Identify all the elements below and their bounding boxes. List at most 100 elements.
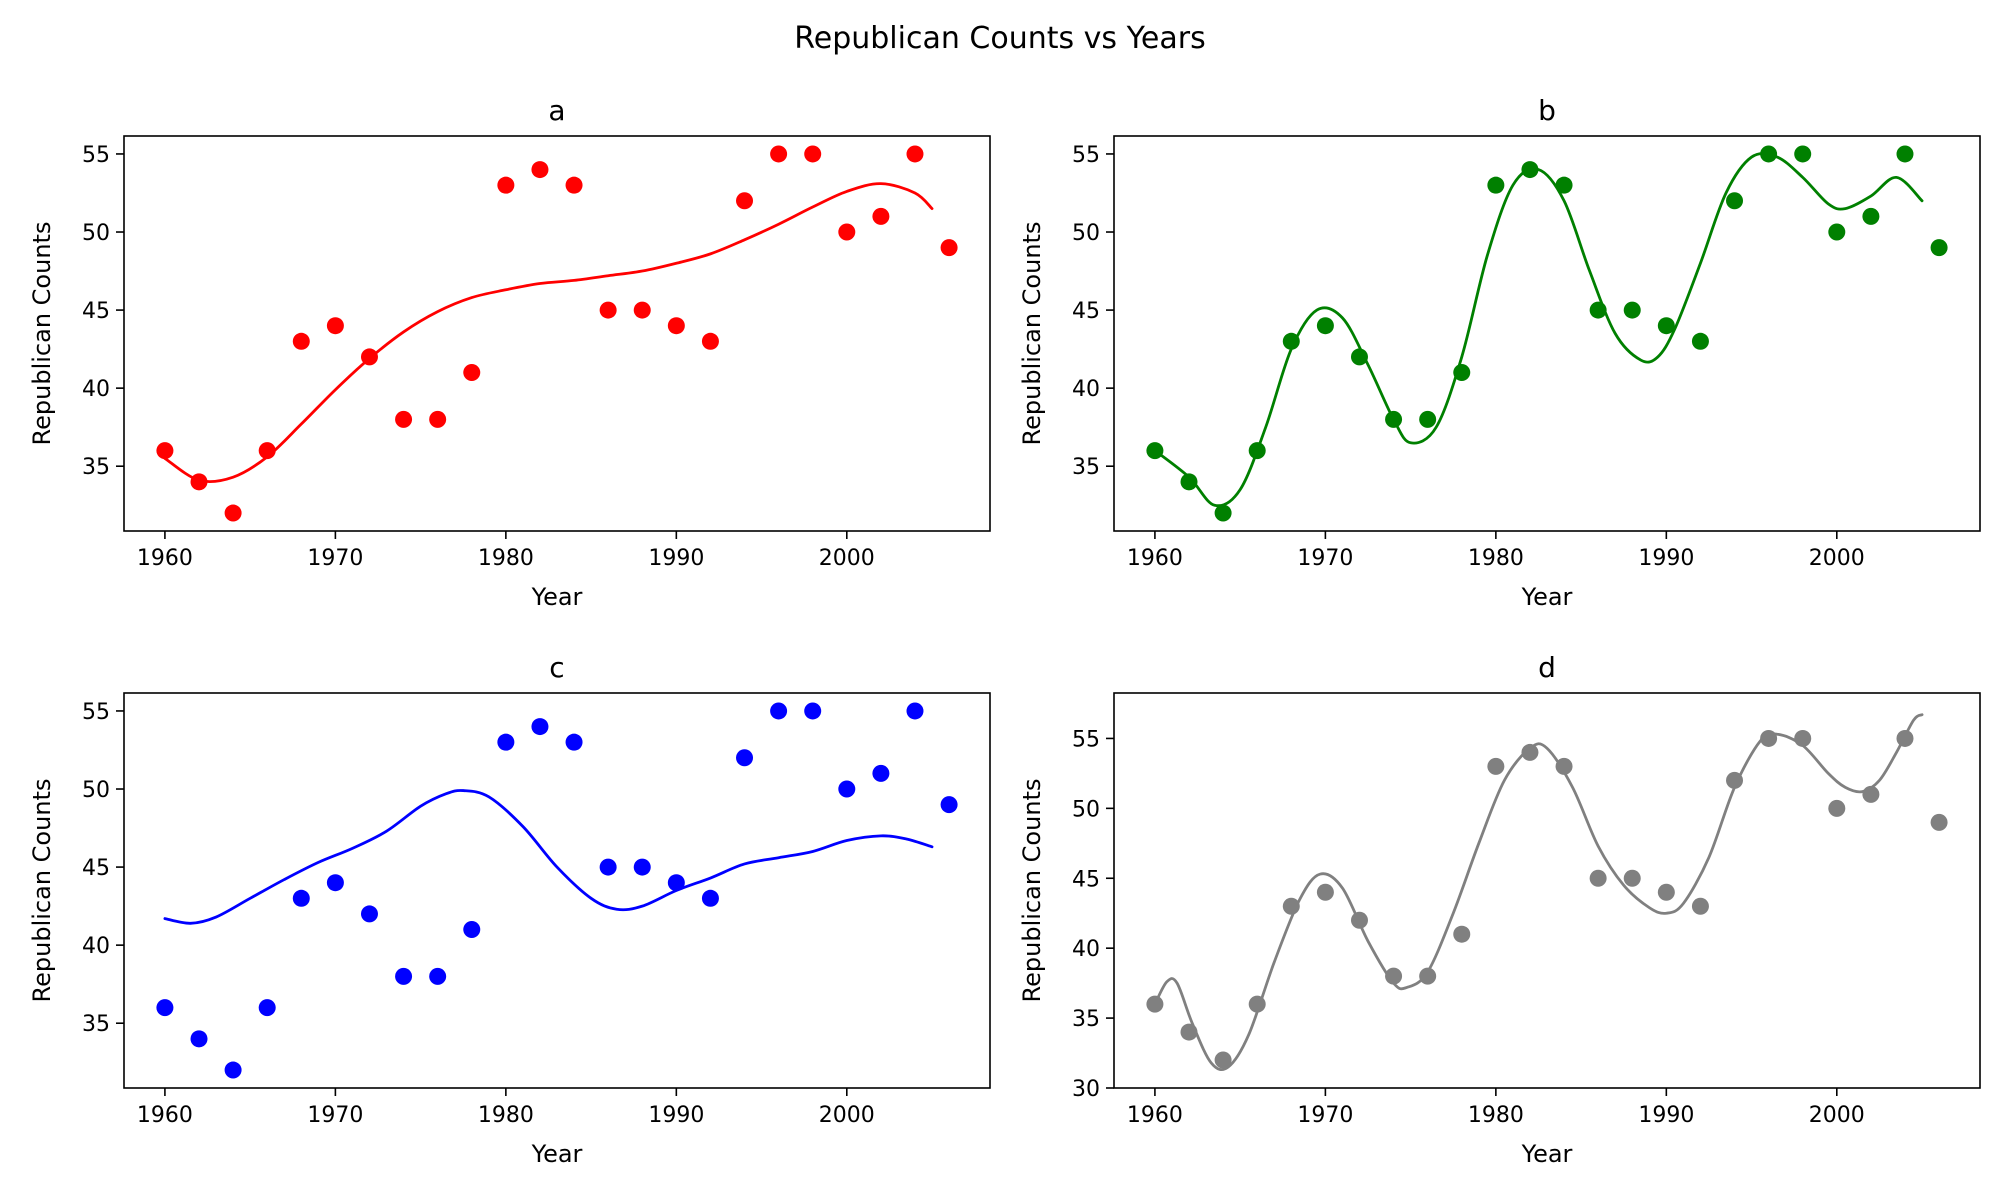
panel-d-point: [1828, 799, 1846, 817]
panel-a-xtick-label: 1970: [307, 546, 363, 571]
panel-c-point: [395, 967, 413, 985]
panel-c-point: [770, 702, 788, 720]
panel-c-point: [156, 999, 174, 1017]
panel-b-point: [1214, 504, 1232, 522]
panel-c-point: [190, 1030, 208, 1048]
panel-c-point: [599, 858, 617, 876]
panel-b-point: [1350, 348, 1368, 366]
panel-a-point: [736, 192, 754, 210]
panel-b-point: [1521, 161, 1539, 179]
panel-a-xtick-label: 1960: [137, 546, 193, 571]
panel-b-point: [1726, 192, 1744, 210]
figure-title: Republican Counts vs Years: [794, 21, 1205, 56]
panel-b-xtick-label: 1970: [1297, 546, 1353, 571]
panel-c-point: [838, 780, 856, 798]
panel-a-point: [838, 223, 856, 241]
panel-b-point: [1180, 473, 1198, 491]
panel-d-point: [1214, 1051, 1232, 1069]
panel-b-xtick-label: 2000: [1809, 546, 1865, 571]
panel-b-point: [1828, 223, 1846, 241]
panel-d-point: [1555, 757, 1573, 775]
panel-c-point: [633, 858, 651, 876]
panel-b-point: [1862, 207, 1880, 225]
panel-c-point: [736, 749, 754, 767]
panel-b-xlabel: Year: [1521, 583, 1573, 611]
panel-c-xtick-label: 1990: [648, 1103, 704, 1128]
panel-d-point: [1589, 869, 1607, 887]
panel-b-fit-line: [1153, 152, 1924, 508]
panel-d-point: [1453, 925, 1471, 943]
panel-d-xtick-label: 1990: [1638, 1103, 1694, 1128]
panel-b-ytick-label: 45: [1072, 299, 1100, 324]
panel-a-point: [463, 364, 481, 382]
panel-c-point: [224, 1061, 242, 1079]
panel-b-point: [1316, 317, 1334, 335]
panel-b-title: b: [1538, 94, 1556, 127]
panel-c-point: [258, 999, 276, 1017]
panel-c-point: [531, 718, 549, 736]
panel-d-ytick-label: 45: [1072, 867, 1100, 892]
panel-d-point: [1657, 883, 1675, 901]
panel-c-point: [463, 921, 481, 939]
panel-c-point: [360, 905, 378, 923]
panel-b-point: [1146, 442, 1164, 460]
panel-d-xtick-label: 2000: [1809, 1103, 1865, 1128]
panel-b-xtick-label: 1990: [1638, 546, 1694, 571]
panel-b-frame: [1113, 135, 1981, 532]
panel-b-point: [1589, 301, 1607, 319]
panel-a-point: [804, 145, 822, 163]
panel-d-point: [1521, 743, 1539, 761]
panel-c-point: [326, 874, 344, 892]
panel-a-point: [326, 317, 344, 335]
panel-c-ytick-label: 55: [82, 700, 110, 725]
panel-d-point: [1930, 813, 1948, 831]
panel-d-point: [1794, 729, 1812, 747]
panel-b-point: [1896, 145, 1914, 163]
panel-a-point: [565, 176, 583, 194]
panel-d-point: [1691, 897, 1709, 915]
panel-a-ytick-label: 40: [82, 377, 110, 402]
panel-c-ytick-label: 45: [82, 856, 110, 881]
panel-c-ytick-label: 35: [82, 1012, 110, 1037]
panel-b: b 1960 1970 1980 1990 2000 35 40 45 50 55 Year Repub…: [1018, 94, 1981, 611]
panel-a-frame: [123, 135, 991, 532]
panel-a-ylabel: Republican Counts: [28, 222, 56, 446]
panel-b-point: [1760, 145, 1778, 163]
panel-c-frame: [123, 692, 991, 1089]
panel-b-point: [1419, 410, 1437, 428]
panel-a-point: [395, 410, 413, 428]
panel-a-ytick-label: 35: [82, 455, 110, 480]
panel-b-ytick-label: 35: [1072, 455, 1100, 480]
panel-c-ylabel: Republican Counts: [28, 779, 56, 1003]
panel-d-point: [1726, 771, 1744, 789]
panel-a-point: [360, 348, 378, 366]
panel-b-point: [1487, 176, 1505, 194]
panel-b-xtick-label: 1960: [1127, 546, 1183, 571]
panel-a-point: [906, 145, 924, 163]
panel-d-point: [1623, 869, 1641, 887]
panel-a: a 1960 1970 1980 1990 2000 35 40 45 50 55 Year Repub…: [28, 94, 991, 611]
panel-a-point: [224, 504, 242, 522]
panel-c-point: [429, 967, 447, 985]
panel-d: d 1960 1970 1980 1990 2000 30 35 40 45 50 55 Year Rep…: [1018, 651, 1981, 1168]
panel-b-point: [1657, 317, 1675, 335]
panel-c-ytick-label: 40: [82, 934, 110, 959]
panel-a-ytick-label: 55: [82, 143, 110, 168]
panel-c-point: [497, 733, 515, 751]
panel-a-point: [497, 176, 515, 194]
panel-b-point: [1453, 364, 1471, 382]
panel-d-xtick-label: 1980: [1468, 1103, 1524, 1128]
panel-a-point: [667, 317, 685, 335]
panel-d-point: [1862, 785, 1880, 803]
panel-d-point: [1350, 911, 1368, 929]
panel-b-point: [1623, 301, 1641, 319]
panel-d-point: [1146, 995, 1164, 1013]
panel-a-point: [429, 410, 447, 428]
panel-c-point: [701, 889, 719, 907]
panel-a-xtick-label: 1980: [478, 546, 534, 571]
panel-d-ytick-label: 55: [1072, 727, 1100, 752]
panel-b-point: [1385, 410, 1403, 428]
panel-c: c 1960 1970 1980 1990 2000 35 40 45 50 55 Year Repub…: [28, 651, 991, 1168]
panel-b-ytick-label: 50: [1072, 221, 1100, 246]
